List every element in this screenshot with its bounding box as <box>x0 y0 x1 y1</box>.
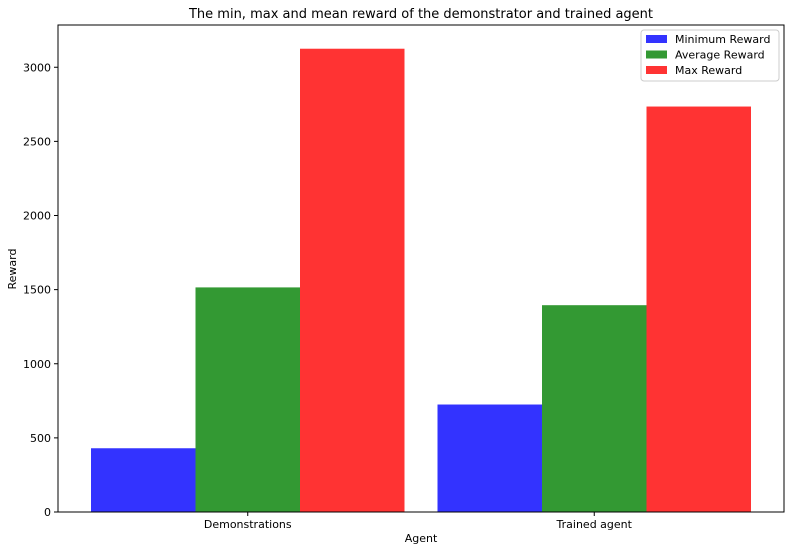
x-tick-label-demonstrations: Demonstrations <box>204 518 292 531</box>
plot-area: 0 500 1000 1500 2000 2500 3000 Demonstrations Tr… <box>23 24 785 531</box>
y-tick-label-0: 0 <box>44 506 51 519</box>
x-tick-label-trained-agent: Trained agent <box>556 518 633 531</box>
y-tick-label-2500: 2500 <box>23 135 51 148</box>
y-tick-label-1000: 1000 <box>23 358 51 371</box>
y-tick-label-3000: 3000 <box>23 61 51 74</box>
bar-average-reward-demonstrations <box>195 287 300 512</box>
y-tick-label-500: 500 <box>30 432 51 445</box>
legend-label-max-reward: Max Reward <box>675 64 742 77</box>
y-axis-label: Reward <box>6 249 19 290</box>
legend-swatch-average-reward <box>646 50 667 59</box>
bar-minimum-reward-demonstrations <box>91 448 196 512</box>
chart-title: The min, max and mean reward of the demo… <box>188 7 653 22</box>
bar-minimum-reward-trained-agent <box>437 404 542 512</box>
legend: Minimum Reward Average Reward Max Reward <box>640 29 780 82</box>
bar-max-reward-demonstrations <box>300 48 405 512</box>
legend-swatch-max-reward <box>646 66 667 74</box>
x-axis-label: Agent <box>405 532 438 545</box>
bar-max-reward-trained-agent <box>646 106 751 512</box>
axes-frame <box>57 24 785 513</box>
bar-average-reward-trained-agent <box>542 305 647 512</box>
legend-label-average-reward: Average Reward <box>675 49 765 62</box>
y-tick-label-1500: 1500 <box>23 284 51 297</box>
legend-box <box>640 29 780 82</box>
legend-swatch-minimum-reward <box>646 35 667 43</box>
y-tick-label-2000: 2000 <box>23 210 51 223</box>
legend-label-minimum-reward: Minimum Reward <box>675 33 770 46</box>
